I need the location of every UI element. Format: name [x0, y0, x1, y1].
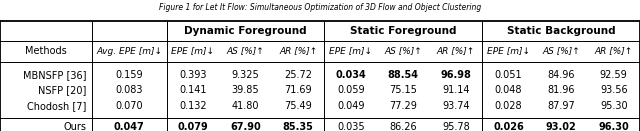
Text: 95.30: 95.30 [600, 101, 627, 111]
Text: NSFP [20]: NSFP [20] [38, 85, 87, 95]
Text: 0.059: 0.059 [337, 85, 365, 95]
Text: AR [%]↑: AR [%]↑ [436, 47, 475, 56]
Text: 0.070: 0.070 [115, 101, 143, 111]
Text: 0.141: 0.141 [179, 85, 207, 95]
Text: 0.026: 0.026 [493, 122, 524, 131]
Text: 84.96: 84.96 [547, 70, 575, 80]
Text: 0.079: 0.079 [177, 122, 209, 131]
Text: 71.69: 71.69 [284, 85, 312, 95]
Text: 95.78: 95.78 [442, 122, 470, 131]
Text: 25.72: 25.72 [284, 70, 312, 80]
Text: 96.30: 96.30 [598, 122, 629, 131]
Text: AR [%]↑: AR [%]↑ [279, 47, 317, 56]
Text: 0.049: 0.049 [337, 101, 365, 111]
Text: 0.034: 0.034 [335, 70, 366, 80]
Text: 0.083: 0.083 [115, 85, 143, 95]
Text: 67.90: 67.90 [230, 122, 261, 131]
Text: 93.74: 93.74 [442, 101, 470, 111]
Text: 39.85: 39.85 [232, 85, 259, 95]
Text: 85.35: 85.35 [283, 122, 314, 131]
Text: Methods: Methods [25, 46, 67, 56]
Text: EPE [m]↓: EPE [m]↓ [329, 47, 372, 56]
Text: EPE [m]↓: EPE [m]↓ [487, 47, 530, 56]
Text: Dynamic Foreground: Dynamic Foreground [184, 26, 307, 36]
Text: 0.047: 0.047 [114, 122, 145, 131]
Text: 77.29: 77.29 [389, 101, 417, 111]
Text: 86.26: 86.26 [390, 122, 417, 131]
Text: 96.98: 96.98 [440, 70, 471, 80]
Text: 93.02: 93.02 [546, 122, 577, 131]
Text: 92.59: 92.59 [600, 70, 628, 80]
Text: AR [%]↑: AR [%]↑ [595, 47, 633, 56]
Text: 0.028: 0.028 [495, 101, 522, 111]
Text: Static Foreground: Static Foreground [350, 26, 456, 36]
Text: Avg. EPE [m]↓: Avg. EPE [m]↓ [96, 47, 163, 56]
Text: Static Background: Static Background [507, 26, 616, 36]
Text: 87.97: 87.97 [547, 101, 575, 111]
Text: 0.393: 0.393 [179, 70, 207, 80]
Text: Chodosh [7]: Chodosh [7] [28, 101, 87, 111]
Text: Figure 1 for Let It Flow: Simultaneous Optimization of 3D Flow and Object Cluste: Figure 1 for Let It Flow: Simultaneous O… [159, 3, 481, 12]
Text: 81.96: 81.96 [547, 85, 575, 95]
Text: 88.54: 88.54 [388, 70, 419, 80]
Text: MBNSFP [36]: MBNSFP [36] [23, 70, 87, 80]
Text: 93.56: 93.56 [600, 85, 627, 95]
Text: 75.15: 75.15 [389, 85, 417, 95]
Text: 9.325: 9.325 [232, 70, 259, 80]
Text: Ours: Ours [64, 122, 87, 131]
Text: AS [%]↑: AS [%]↑ [385, 47, 422, 56]
Text: 0.035: 0.035 [337, 122, 365, 131]
Text: 0.051: 0.051 [495, 70, 522, 80]
Text: 41.80: 41.80 [232, 101, 259, 111]
Text: 0.048: 0.048 [495, 85, 522, 95]
Text: 91.14: 91.14 [442, 85, 470, 95]
Text: 75.49: 75.49 [284, 101, 312, 111]
Text: AS [%]↑: AS [%]↑ [227, 47, 264, 56]
Text: EPE [m]↓: EPE [m]↓ [172, 47, 214, 56]
Text: 0.132: 0.132 [179, 101, 207, 111]
Text: AS [%]↑: AS [%]↑ [542, 47, 580, 56]
Text: 0.159: 0.159 [115, 70, 143, 80]
